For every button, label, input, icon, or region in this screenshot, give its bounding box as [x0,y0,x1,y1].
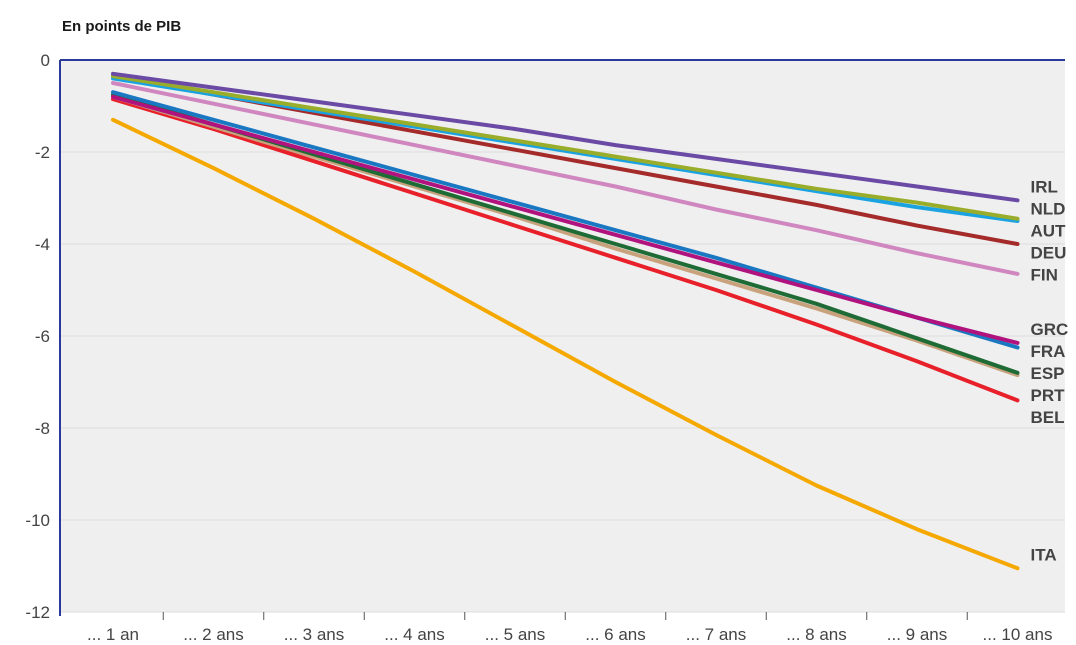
series-label-irl: IRL [1031,177,1058,196]
series-label-aut: AUT [1031,221,1067,240]
y-tick-label: -4 [35,235,50,254]
series-line-grc [111,94,1020,345]
x-tick-label: ... 5 ans [485,625,545,644]
series-label-fra: FRA [1031,342,1066,361]
series-line-nld [111,74,1020,221]
x-tick-label: ... 7 ans [686,625,746,644]
x-tick-label: ... 3 ans [284,625,344,644]
series-line-fin [111,81,1020,276]
y-tick-label: -6 [35,327,50,346]
y-tick-label: -12 [25,603,50,622]
series-label-fin: FIN [1031,265,1058,284]
series-label-bel: BEL [1031,408,1065,427]
series-label-prt: PRT [1031,386,1066,405]
axes: 0 -2 -4 -6 -8 -10 -12 ... 1 an ... 2 ans ... 3 an… [25,51,1065,644]
y-tick-label: -2 [35,143,50,162]
series-lines [111,71,1020,571]
x-tick-label: ... 6 ans [585,625,645,644]
series-line-irl [111,71,1020,203]
y-tick-label: -8 [35,419,50,438]
x-tick-label: ... 8 ans [786,625,846,644]
series-line-bel [111,97,1020,403]
y-tick-label: -10 [25,511,50,530]
x-tick-label: ... 2 ans [183,625,243,644]
series-line-ita [111,117,1020,571]
series-label-esp: ESP [1031,364,1065,383]
series-label-ita: ITA [1031,545,1057,564]
x-tick-label: ... 1 an [87,625,139,644]
x-tick-label: ... 9 ans [887,625,947,644]
series-line-aut [111,76,1020,223]
series-line-prt [111,94,1020,378]
x-tick-label: ... 10 ans [983,625,1053,644]
series-label-nld: NLD [1031,199,1066,218]
chart-title: En points de PIB [62,18,182,35]
x-tick-label: ... 4 ans [384,625,444,644]
y-tick-label: 0 [41,51,50,70]
series-label-grc: GRC [1031,320,1069,339]
series-label-deu: DEU [1031,243,1067,262]
series-end-labels: IRL NLD AUT DEU FIN GRC FRA ESP PRT BEL ITA [1031,177,1069,564]
